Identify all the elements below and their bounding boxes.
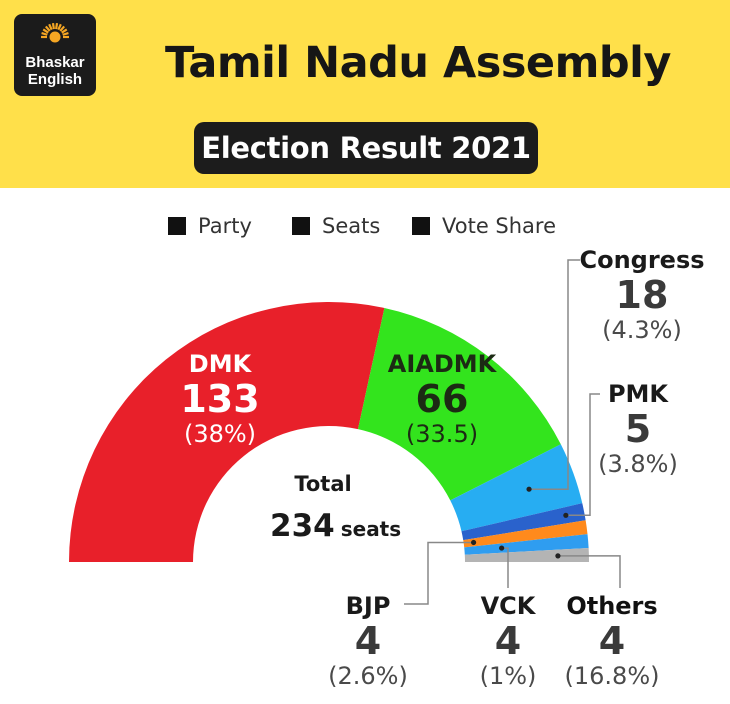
legend-item-party: Party xyxy=(168,212,252,240)
header-banner: Bhaskar English Tamil Nadu Assembly Elec… xyxy=(0,0,730,188)
sun-ray xyxy=(41,32,48,36)
slice-pmk xyxy=(461,503,586,541)
brand-name: Bhaskar English xyxy=(14,54,96,88)
legend-item-seats: Seats xyxy=(292,212,380,240)
total-label: Total xyxy=(294,472,352,496)
slice-vck xyxy=(464,534,589,555)
party-name: Others xyxy=(566,592,658,620)
leader-dot-vck xyxy=(499,545,505,551)
leader-dot-bjp xyxy=(471,539,477,546)
leader-dot-congress xyxy=(526,486,532,492)
slice-label-dmk: DMK 133 (38%) xyxy=(150,350,290,448)
party-seats: 4 xyxy=(494,619,522,663)
party-name: PMK xyxy=(607,380,669,408)
legend-swatch xyxy=(292,217,310,235)
sun-ray xyxy=(59,25,65,32)
leader-line-congress xyxy=(529,259,580,490)
chart-legend: Party Seats Vote Share xyxy=(0,212,730,240)
slice-label-pmk: PMK 5 (3.8%) xyxy=(584,380,692,478)
party-name: DMK xyxy=(188,350,252,378)
sun-ray xyxy=(61,28,68,34)
slice-label-vck: VCK 4 (1%) xyxy=(462,592,554,690)
party-vote-share: (2.6%) xyxy=(328,662,408,690)
sun-ray xyxy=(51,22,55,30)
total-seats-unit: seats xyxy=(340,517,402,541)
slice-others xyxy=(464,548,589,562)
sun-ray xyxy=(55,22,59,30)
slice-dmk xyxy=(69,302,385,562)
party-vote-share: (38%) xyxy=(183,420,257,448)
party-name: VCK xyxy=(480,592,536,620)
leader-dot-others xyxy=(555,553,561,559)
party-vote-share: (33.5) xyxy=(405,420,479,448)
party-name: BJP xyxy=(345,592,391,620)
leader-line-pmk xyxy=(565,393,600,517)
total-seats-number: 234 xyxy=(270,508,335,544)
party-vote-share: (3.8%) xyxy=(598,450,678,478)
sun-ray xyxy=(45,25,51,32)
sun-ray xyxy=(48,23,53,31)
party-vote-share: (4.3%) xyxy=(602,316,682,344)
slice-label-congress: Congress 18 (4.3%) xyxy=(568,246,716,344)
party-vote-share: (16.8%) xyxy=(564,662,660,690)
sun-icon xyxy=(41,22,69,43)
slice-aiadmk xyxy=(357,307,561,501)
party-seats: 4 xyxy=(354,619,382,663)
leader-line-others xyxy=(557,555,621,588)
leader-line-bjp xyxy=(404,541,474,605)
page-title: Tamil Nadu Assembly xyxy=(165,38,671,88)
legend-label: Party xyxy=(198,214,252,238)
legend-swatch xyxy=(412,217,430,235)
party-name: AIADMK xyxy=(387,350,497,378)
slice-label-others: Others 4 (16.8%) xyxy=(552,592,672,690)
party-seats: 5 xyxy=(624,407,652,451)
legend-label: Vote Share xyxy=(442,214,557,238)
sun-ray xyxy=(62,32,69,36)
page-subtitle: Election Result 2021 xyxy=(194,122,538,174)
party-seats: 4 xyxy=(598,619,626,663)
slice-congress xyxy=(450,444,583,532)
slice-label-aiadmk: AIADMK 66 (33.5) xyxy=(362,350,522,448)
party-seats: 133 xyxy=(180,377,260,421)
legend-swatch xyxy=(168,217,186,235)
total-seats: 234 seats xyxy=(270,508,420,544)
sun-ray xyxy=(57,23,62,31)
slice-label-bjp: BJP 4 (2.6%) xyxy=(318,592,418,690)
leader-dot-pmk xyxy=(563,512,569,518)
legend-item-vote-share: Vote Share xyxy=(412,212,556,240)
slice-bjp xyxy=(463,520,588,548)
party-name: Congress xyxy=(579,246,705,274)
party-vote-share: (1%) xyxy=(479,662,537,690)
sun-ray xyxy=(42,28,49,34)
legend-label: Seats xyxy=(322,214,381,238)
brand-logo: Bhaskar English xyxy=(14,14,96,96)
party-seats: 18 xyxy=(615,273,669,317)
brand-line-2: English xyxy=(27,71,83,88)
brand-line-1: Bhaskar xyxy=(25,54,85,71)
party-seats: 66 xyxy=(415,377,469,421)
